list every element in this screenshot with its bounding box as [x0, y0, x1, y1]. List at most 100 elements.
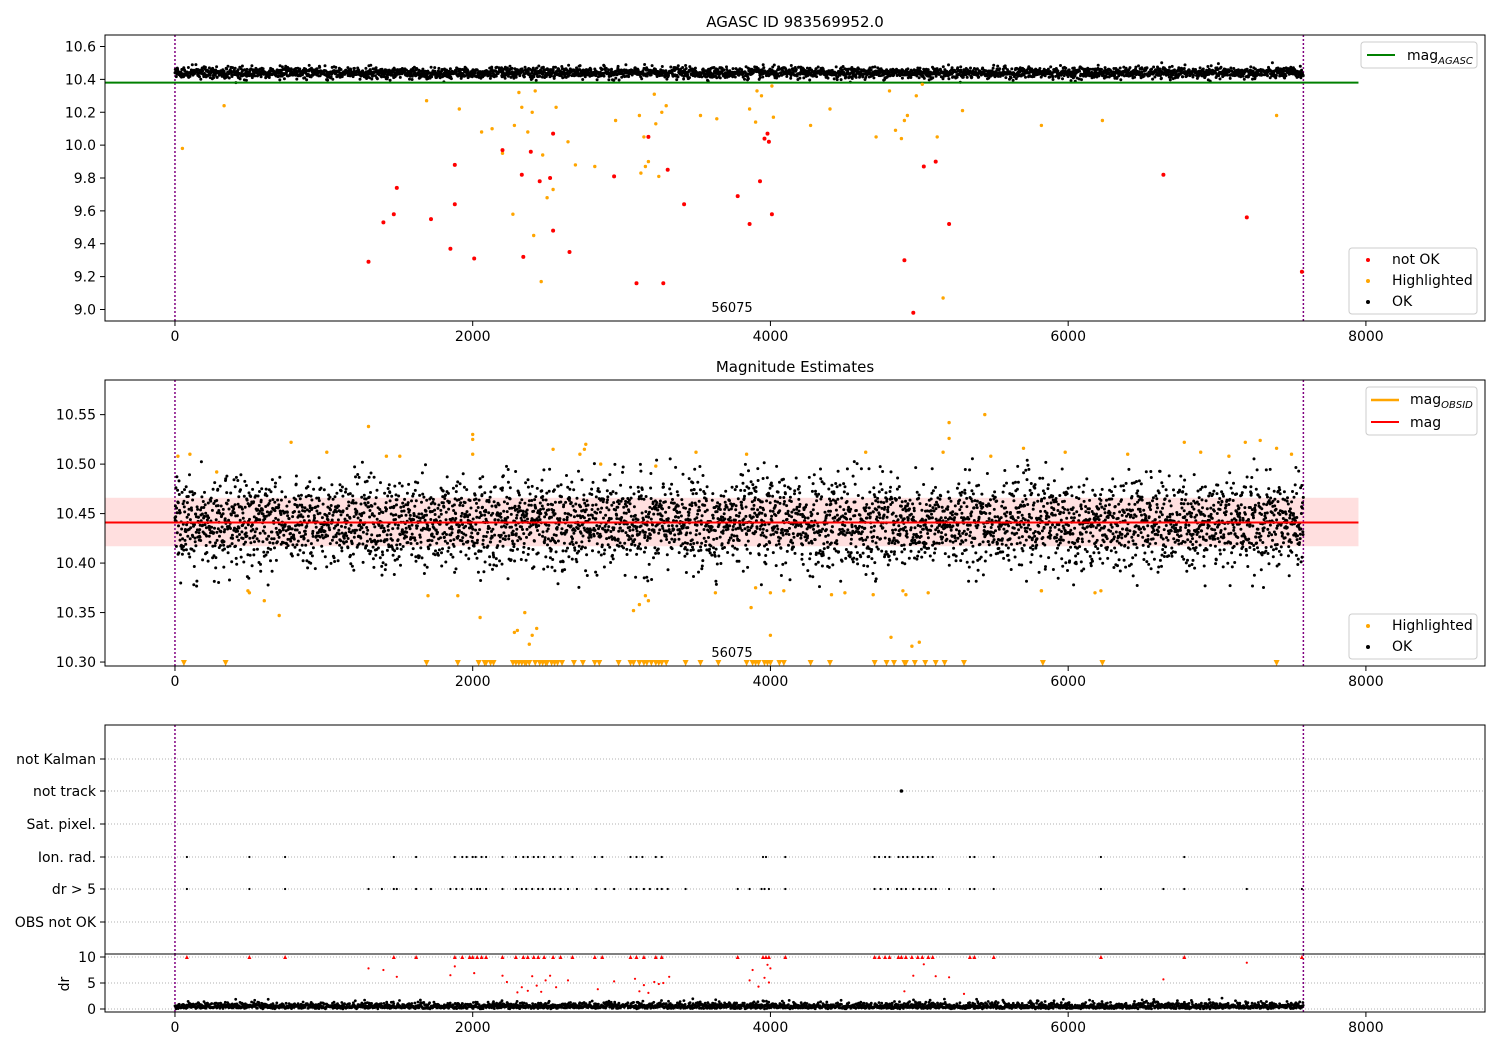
ok-point	[395, 543, 399, 547]
ok-point	[444, 493, 447, 497]
ok-point	[297, 494, 301, 498]
ok-point	[464, 553, 468, 557]
ok-point	[345, 540, 348, 544]
ok-point	[276, 498, 280, 502]
ok-point	[450, 527, 454, 531]
ok-point	[1300, 68, 1304, 72]
ok-point	[452, 544, 456, 548]
ok-point	[337, 504, 341, 508]
not-ok-point	[1161, 172, 1166, 177]
y-tick-label: 10.2	[65, 105, 96, 121]
highlighted-point	[490, 127, 494, 131]
ok-point	[458, 482, 462, 486]
not-ok-point	[947, 222, 952, 226]
ok-point	[269, 490, 273, 494]
ok-point	[322, 488, 326, 492]
panel-agasc: AGASC ID 983569952.0 0 2000 4000 6000 80009.…	[65, 13, 1486, 345]
ok-point	[436, 553, 440, 557]
ok-point	[998, 67, 1002, 71]
panel1-axes: 0 2000 4000 6000 80009.09.29.49.69.810.010.2…	[65, 40, 1384, 345]
ok-point	[241, 537, 245, 540]
ok-point	[251, 487, 255, 491]
ok-point	[184, 542, 188, 546]
ok-point	[348, 516, 352, 520]
ok-point	[222, 540, 226, 544]
ok-point	[460, 496, 463, 500]
ok-point	[201, 69, 205, 73]
ok-point	[425, 565, 429, 569]
ok-point	[357, 475, 361, 479]
ok-point	[321, 502, 325, 506]
ok-point	[655, 75, 659, 78]
ok-point	[650, 64, 654, 68]
ok-point	[425, 513, 428, 517]
ok-point	[306, 514, 310, 518]
ok-point	[371, 545, 375, 549]
ok-point	[238, 533, 241, 536]
ok-point	[447, 507, 451, 511]
ok-point	[453, 570, 457, 574]
ok-point	[268, 541, 272, 545]
ok-point	[761, 75, 765, 79]
ok-point	[290, 527, 294, 531]
ok-point	[430, 539, 434, 543]
not-ok-point	[911, 310, 916, 315]
ok-point	[333, 560, 337, 563]
ok-point	[349, 562, 353, 566]
ok-point	[504, 534, 508, 538]
ok-point	[176, 488, 180, 492]
ok-point	[1192, 73, 1195, 77]
ok-point	[350, 564, 354, 568]
ok-point	[296, 539, 300, 543]
ok-point	[471, 527, 475, 531]
highlighted-point	[545, 196, 549, 200]
ok-point	[374, 496, 378, 500]
ok-point	[233, 503, 237, 507]
ok-point	[227, 76, 231, 80]
highlighted-point	[920, 82, 924, 87]
ok-point	[500, 562, 504, 566]
ok-point	[459, 501, 463, 505]
ok-point	[177, 551, 181, 555]
ok-point	[522, 75, 526, 79]
ok-point	[441, 547, 444, 551]
ok-point	[188, 555, 192, 559]
ok-point	[329, 508, 332, 512]
ok-point	[380, 573, 384, 577]
ok-point	[496, 544, 500, 548]
ok-point	[176, 501, 180, 505]
ok-point	[1274, 74, 1278, 77]
ok-point	[298, 67, 302, 71]
ok-point	[317, 476, 321, 480]
ok-point	[463, 501, 467, 505]
ok-point	[356, 516, 360, 520]
ok-point	[269, 510, 273, 514]
ok-point	[259, 569, 263, 573]
ok-point	[361, 542, 365, 546]
ok-point	[185, 515, 189, 519]
ok-point	[334, 535, 338, 538]
ok-point	[444, 510, 448, 514]
ok-point	[468, 513, 472, 517]
ok-point	[1145, 66, 1149, 70]
ok-point	[413, 488, 417, 492]
ok-point	[761, 63, 765, 67]
ok-point	[372, 514, 376, 518]
ok-point	[340, 75, 344, 78]
ok-point	[481, 505, 484, 509]
ok-point	[306, 566, 310, 570]
ok-point	[534, 78, 538, 82]
ok-point	[404, 526, 408, 530]
ok-point	[1159, 76, 1163, 80]
ok-point	[178, 533, 182, 537]
highlighted-point	[539, 279, 543, 284]
ok-point	[487, 526, 491, 530]
ok-point	[226, 551, 230, 555]
ok-point	[213, 526, 216, 530]
ok-point	[368, 76, 371, 80]
ok-point	[320, 533, 324, 537]
ok-point	[433, 66, 437, 70]
ok-point	[331, 497, 335, 501]
ok-point	[293, 545, 297, 549]
ok-point	[309, 551, 313, 555]
